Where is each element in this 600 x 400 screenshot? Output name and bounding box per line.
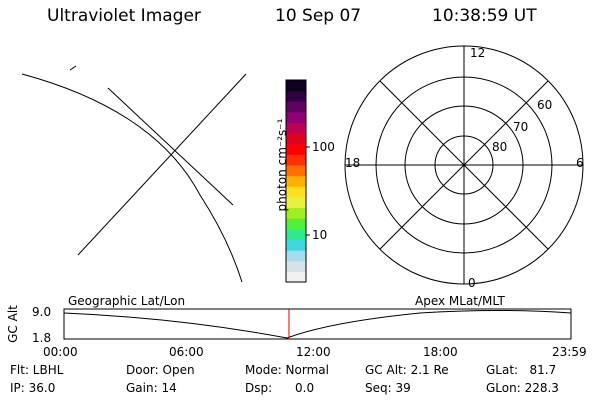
altitude-curve	[63, 310, 572, 339]
geographic-panel-label: Geographic Lat/Lon	[68, 294, 186, 308]
lat-label-60: 60	[537, 98, 553, 112]
coastline-fragment	[69, 65, 77, 71]
timeline-ylabel: GC Alt	[6, 305, 20, 343]
timeline-xtick-0600: 06:00	[169, 345, 204, 359]
colorbar-tick-label-10: 10	[312, 228, 328, 242]
status-door: Door: Open	[126, 363, 195, 377]
timeline-plot	[63, 308, 572, 340]
colorbar-frame	[285, 79, 307, 283]
colorbar	[286, 80, 306, 283]
status-mode: Mode: Normal	[245, 363, 329, 377]
polar-diagonal-2	[379, 80, 549, 250]
geographic-map	[21, 65, 247, 283]
colorbar-segment	[286, 122, 306, 134]
mlt-label-0: 0	[468, 276, 476, 290]
mlt-label-6: 6	[576, 156, 584, 170]
colorbar-segment	[286, 90, 306, 102]
colorbar-unit-label: photon cm⁻²s⁻¹	[275, 118, 289, 212]
timeline-frame	[63, 308, 572, 340]
mlt-label-12: 12	[470, 46, 486, 60]
colorbar-segment	[286, 154, 306, 166]
status-seq: Seq: 39	[365, 381, 411, 395]
colorbar-segment	[286, 101, 306, 113]
colorbar-segment	[286, 218, 306, 230]
status-glat: GLat: 81.7	[486, 363, 557, 377]
colorbar-tick-label-100: 100	[312, 140, 335, 154]
timeline-xtick-1800: 18:00	[423, 345, 458, 359]
timeline-xtick-0000: 00:00	[43, 345, 78, 359]
latitude-arc	[21, 73, 243, 283]
colorbar-segment	[286, 271, 306, 283]
timeline-ytick-low: 1.8	[32, 331, 52, 345]
status-ip: IP: 36.0	[10, 381, 56, 395]
timeline-xtick-2359: 23:59	[552, 345, 587, 359]
colorbar-segment	[286, 80, 306, 92]
colorbar-segment	[286, 207, 306, 219]
observation-date: 10 Sep 07	[275, 6, 362, 26]
colorbar-segment	[286, 133, 306, 145]
status-filter: Flt: LBHL	[10, 363, 64, 377]
timeline-xtick-1200: 12:00	[296, 345, 331, 359]
colorbar-segment	[286, 250, 306, 262]
status-glon: GLon: 228.3	[486, 381, 559, 395]
lat-label-70: 70	[513, 120, 529, 134]
colorbar-segment	[286, 165, 306, 177]
meridian-line-1	[77, 73, 247, 256]
status-dsp: Dsp: 0.0	[245, 381, 315, 395]
timeline-ytick-high: 9.0	[32, 305, 52, 319]
colorbar-segment	[286, 260, 306, 272]
lat-label-80: 80	[492, 140, 508, 154]
status-gc-alt: GC Alt: 2.1 Re	[365, 363, 449, 377]
apex-panel-label: Apex MLat/MLT	[415, 294, 505, 308]
apex-polar-plot	[344, 45, 584, 285]
observation-time: 10:38:59 UT	[432, 6, 537, 26]
colorbar-segment	[286, 196, 306, 209]
colorbar-segment	[286, 143, 306, 155]
colorbar-segment	[286, 111, 306, 124]
colorbar-segment	[286, 239, 306, 251]
colorbar-segment	[286, 228, 306, 240]
colorbar-segment	[286, 175, 306, 187]
mlt-label-18: 18	[345, 156, 361, 170]
status-gain: Gain: 14	[126, 381, 177, 395]
instrument-title: Ultraviolet Imager	[47, 6, 201, 26]
colorbar-segment	[286, 186, 306, 198]
meridian-line-2	[107, 87, 234, 206]
